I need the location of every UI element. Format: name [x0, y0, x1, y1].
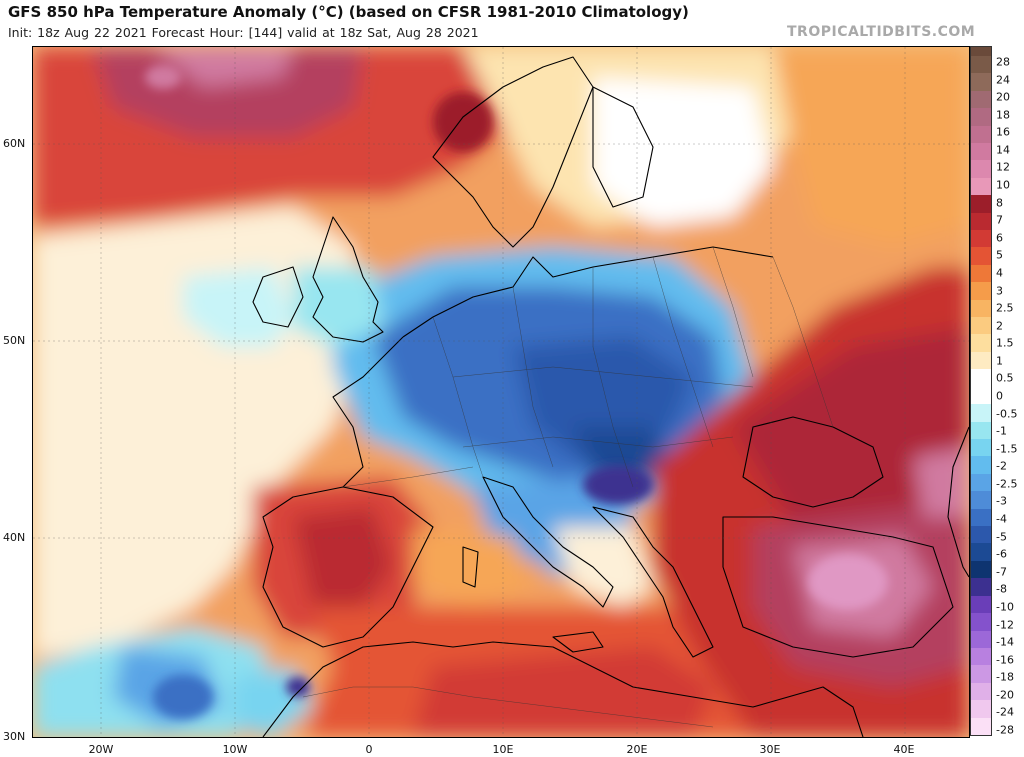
color-scale-cell [971, 647, 991, 666]
color-scale-bar [970, 46, 992, 736]
color-scale-label: -28 [996, 723, 1014, 737]
color-scale-label: -5 [996, 530, 1007, 544]
color-scale-label: -18 [996, 670, 1014, 684]
color-scale-label: 0 [996, 389, 1003, 403]
color-scale-label: -7 [996, 565, 1007, 579]
color-scale-cell [971, 334, 991, 353]
color-scale-cell [971, 108, 991, 126]
color-scale-cell [971, 717, 991, 736]
color-scale-cell [971, 508, 991, 527]
color-scale-label: -10 [996, 600, 1014, 614]
color-scale-label: 4 [996, 266, 1003, 280]
color-scale-cell [971, 438, 991, 457]
color-scale-cell [971, 456, 991, 475]
color-scale-label: -20 [996, 688, 1014, 702]
source-credit: TROPICALTIDBITS.COM [787, 24, 976, 40]
color-scale-cell [971, 177, 991, 196]
color-scale-label: 6 [996, 231, 1003, 245]
color-scale-cell [971, 90, 991, 109]
color-scale-cell [971, 160, 991, 179]
coastlines [252, 56, 969, 737]
lon-label-30e: 30E [759, 743, 781, 756]
lat-label-60n: 60N [3, 137, 26, 150]
color-scale-label: -8 [996, 582, 1007, 596]
color-scale-label: -4 [996, 512, 1007, 526]
color-scale-cell [971, 317, 991, 335]
color-scale-label: -3 [996, 494, 1007, 508]
color-scale-cell [971, 351, 991, 370]
color-scale-cell [971, 369, 991, 388]
lat-label-40n: 40N [3, 531, 26, 544]
color-scale-label: 5 [996, 248, 1003, 262]
color-scale-label: 16 [996, 125, 1010, 139]
color-scale-cell [971, 578, 991, 597]
color-scale-cell [971, 613, 991, 631]
color-scale-label: 8 [996, 196, 1003, 210]
color-scale-cell [971, 47, 991, 56]
color-scale-cell [971, 421, 991, 440]
color-scale-label: 10 [996, 178, 1010, 192]
color-scale-cell [971, 195, 991, 214]
color-scale-label: 7 [996, 213, 1003, 227]
color-scale-cell [971, 560, 991, 579]
color-scale-label: -12 [996, 618, 1014, 632]
color-scale-label: -6 [996, 547, 1007, 561]
lon-label-20e: 20E [626, 743, 648, 756]
color-scale-cell [971, 526, 991, 544]
forecast-info: Init: 18z Aug 22 2021 Forecast Hour: [14… [8, 25, 479, 40]
color-scale-cell [971, 682, 991, 701]
color-scale-cell [971, 404, 991, 423]
color-scale-cell [971, 229, 991, 248]
graticule [33, 47, 969, 737]
lon-label-20w: 20W [88, 743, 114, 756]
color-scale-label: -1.5 [996, 442, 1018, 456]
color-scale-label: -0.5 [996, 407, 1018, 421]
color-scale-label: 3 [996, 284, 1003, 298]
color-scale-label: 1 [996, 354, 1003, 368]
color-scale-label: 2.5 [996, 301, 1014, 315]
color-scale-cell [971, 73, 991, 92]
color-scale-cell [971, 299, 991, 318]
color-scale-cell [971, 630, 991, 649]
color-scale-cell [971, 665, 991, 684]
lon-label-0: 0 [365, 743, 373, 756]
color-scale-label: -2 [996, 459, 1007, 473]
color-scale-label: 2 [996, 319, 1003, 333]
color-scale-label: 24 [996, 73, 1010, 87]
color-scale-cell [971, 595, 991, 614]
color-scale-cell [971, 125, 991, 144]
color-scale-label: 14 [996, 143, 1010, 157]
color-scale-label: 1.5 [996, 336, 1014, 350]
color-scale-label: -24 [996, 705, 1014, 719]
lon-label-40e: 40E [893, 743, 915, 756]
map-title: GFS 850 hPa Temperature Anomaly (°C) (ba… [8, 3, 689, 21]
color-scale-cell [971, 282, 991, 301]
color-scale-cell [971, 700, 991, 719]
anomaly-field [33, 47, 969, 737]
color-scale-cell [971, 473, 991, 492]
color-scale-cell [971, 55, 991, 74]
color-scale-label: -14 [996, 635, 1014, 649]
color-scale-label: -1 [996, 424, 1007, 438]
color-scale-label: 0.5 [996, 371, 1014, 385]
color-scale-cell [971, 212, 991, 231]
color-scale-label: -16 [996, 653, 1014, 667]
lat-label-30n: 30N [3, 730, 26, 743]
color-scale-label: 12 [996, 160, 1010, 174]
color-scale-cell [971, 386, 991, 405]
color-scale-cell [971, 142, 991, 161]
color-scale-cell [971, 247, 991, 266]
lon-label-10e: 10E [492, 743, 514, 756]
anomaly-map[interactable] [32, 46, 970, 738]
color-scale-cell [971, 264, 991, 283]
color-scale-label: -2.5 [996, 477, 1018, 491]
color-scale-label: 28 [996, 55, 1010, 69]
color-scale-cell [971, 543, 991, 562]
color-scale-cell [971, 491, 991, 510]
lon-label-10w: 10W [222, 743, 248, 756]
lat-label-50n: 50N [3, 334, 26, 347]
color-scale-label: 18 [996, 108, 1010, 122]
color-scale-label: 20 [996, 90, 1010, 104]
